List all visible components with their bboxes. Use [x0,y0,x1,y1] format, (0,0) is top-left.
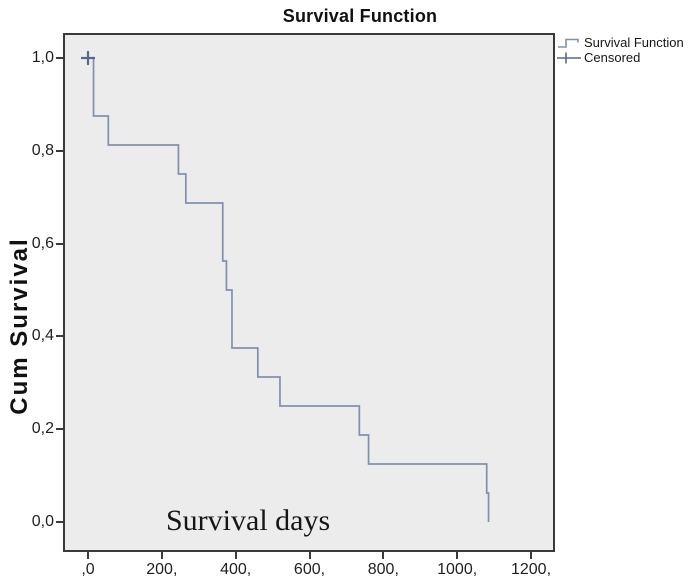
x-tick-label: 600, [293,561,326,578]
plus-icon [557,52,581,63]
y-tick-label: 0,2 [31,420,54,438]
legend-label: Survival Function [584,34,684,50]
x-tick-mark [234,552,237,559]
inplot-xlabel: Survival days [166,504,331,537]
survival-curve-plot [81,51,490,522]
x-tick-label: 1200, [510,561,552,578]
chart-title: Survival Function [282,6,438,26]
x-tick-mark [160,552,163,559]
x-tick-mark [382,552,385,559]
y-tick-label: 1,0 [31,49,54,66]
x-tick-mark [530,552,532,559]
y-tick-mark [56,149,63,152]
legend-item-survival-function: Survival Function [557,35,684,50]
x-tick-mark [456,552,459,559]
y-tick-label: 0,6 [31,234,54,252]
survival-step-line [88,57,490,522]
x-tick-mark [308,552,311,559]
x-tick-label: ,0 [81,561,95,578]
legend-label: Censored [584,49,641,65]
legend: Survival Function Censored [557,35,684,65]
y-tick-label: 0,0 [31,513,54,530]
legend-item-censored: Censored [557,50,684,65]
step-line-icon [558,38,579,48]
y-tick-mark [56,335,63,338]
x-tick-label: 1000, [437,561,478,578]
x-tick-label: 800, [367,561,399,578]
plot-area [63,33,555,552]
y-axis-title: Cum Survival [6,237,33,415]
y-tick-label: 0,4 [31,327,54,345]
y-tick-mark [56,428,63,431]
y-tick-label: 0,8 [31,141,54,159]
x-tick-label: 400, [220,561,252,578]
y-tick-mark [56,521,63,523]
x-tick-mark [87,552,89,559]
y-tick-mark [56,242,63,245]
x-tick-label: 200, [146,561,178,578]
y-tick-mark [56,57,63,59]
